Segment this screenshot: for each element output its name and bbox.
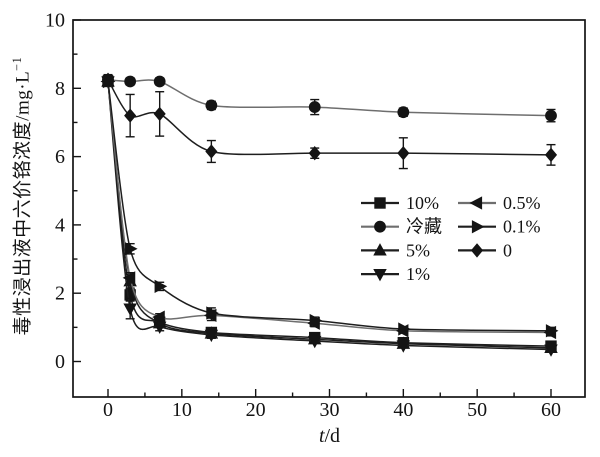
legend-item-0.1pct: 0.1% [458, 217, 541, 237]
triangle-up-marker-icon [373, 243, 387, 256]
y-tick-label: 8 [55, 78, 65, 100]
triangle-down-marker-icon [152, 321, 167, 334]
diamond-marker-icon [397, 146, 410, 161]
x-tick-label: 40 [393, 399, 413, 421]
legend-item-untreated-0: 0 [458, 240, 512, 260]
y-tick-label: 0 [55, 351, 65, 373]
diamond-marker-icon [124, 108, 137, 123]
series-line [107, 81, 552, 351]
series-line [107, 81, 552, 332]
legend-label: 0.1% [503, 217, 541, 237]
circle-marker-icon [205, 99, 218, 112]
y-tick-label: 6 [55, 146, 65, 168]
triangle-down-marker-icon [204, 329, 219, 343]
circle-marker-icon [124, 75, 137, 88]
legend-item-5pct: 5% [361, 240, 430, 260]
series-line [107, 79, 552, 117]
circle-marker-icon [397, 106, 410, 119]
diamond-marker-icon [308, 146, 321, 161]
circle-marker-icon [308, 101, 321, 113]
legend-label: 0 [503, 240, 512, 260]
triangle-down-marker-icon [307, 335, 322, 349]
triangle-down-marker-icon [373, 269, 387, 282]
circle-marker-icon [153, 75, 166, 88]
x-tick-label: 30 [320, 399, 340, 421]
series-cold-storage [102, 73, 557, 123]
y-tick-label: 10 [45, 10, 65, 32]
triangle-left-marker-icon [152, 310, 165, 324]
x-tick-label: 10 [172, 399, 192, 421]
x-tick-label: 0 [103, 399, 113, 421]
triangle-right-marker-icon [545, 324, 559, 338]
legend-label: 5% [406, 240, 430, 260]
x-axis-title: t/d [108, 425, 551, 448]
series-10pct [102, 75, 557, 352]
y-tick-label: 4 [55, 214, 65, 236]
error-bars [103, 76, 556, 349]
series-line [107, 81, 552, 334]
series-1pct [101, 76, 558, 357]
circle-marker-icon [374, 220, 386, 233]
series-line [107, 79, 552, 156]
x-tick-label: 50 [467, 399, 487, 421]
series-5pct [101, 74, 558, 353]
diamond-marker-icon [470, 243, 484, 258]
legend-item-1pct: 1% [361, 264, 430, 284]
diamond-marker-icon [205, 144, 218, 159]
y-tick-labels: 0 2 4 6 8 10 [45, 10, 65, 374]
series-0.5pct [100, 74, 557, 340]
y-axis-title-exponent: −1 [10, 56, 25, 71]
triangle-down-marker-icon [123, 303, 137, 316]
diamond-marker-icon [153, 106, 166, 122]
series-untreated-0 [101, 72, 558, 170]
series-0.1pct [102, 74, 559, 338]
series-line [107, 81, 552, 349]
legend-label: 冷藏 [406, 217, 442, 237]
triangle-left-marker-icon [122, 271, 136, 285]
error-bars [103, 76, 556, 351]
legend: 10% 冷藏 5% 1% 0.5% 0.1% 0 [361, 193, 541, 284]
x-tick-label: 60 [541, 399, 561, 421]
y-axis-title: 毒性浸出液中六价铬浓度/mg·L−1 [8, 57, 35, 336]
triangle-right-marker-icon [309, 313, 323, 328]
y-tick-label: 2 [55, 283, 65, 305]
error-bars [103, 76, 556, 337]
triangle-right-marker-icon [125, 242, 138, 256]
legend-label: 0.5% [503, 193, 541, 213]
triangle-right-marker-icon [471, 220, 485, 234]
axis-ticks [73, 19, 552, 397]
triangle-right-marker-icon [398, 322, 411, 336]
diamond-marker-icon [544, 147, 558, 163]
x-tick-labels: 0 10 20 30 40 50 60 [103, 399, 561, 421]
legend-item-0.5pct: 0.5% [458, 193, 541, 213]
triangle-down-marker-icon [544, 344, 558, 357]
circle-marker-icon [545, 109, 557, 122]
x-tick-label: 20 [246, 399, 266, 421]
series-line [107, 81, 552, 347]
triangle-down-marker-icon [396, 340, 411, 353]
square-marker-icon [374, 197, 386, 209]
legend-label: 1% [406, 264, 430, 284]
legend-item-cold-storage: 冷藏 [361, 217, 442, 237]
x-axis-title-unit: /d [324, 425, 341, 447]
legend-item-10pct: 10% [361, 193, 439, 213]
x-axis-title-variable: t [318, 425, 325, 447]
error-bars [103, 76, 556, 352]
diamond-marker-icon [101, 72, 115, 87]
triangle-left-marker-icon [469, 196, 483, 210]
triangle-right-marker-icon [154, 279, 168, 293]
y-axis-title-text: 毒性浸出液中六价铬浓度/mg·L [12, 70, 34, 336]
legend-label: 10% [406, 193, 439, 213]
triangle-right-marker-icon [206, 306, 219, 320]
